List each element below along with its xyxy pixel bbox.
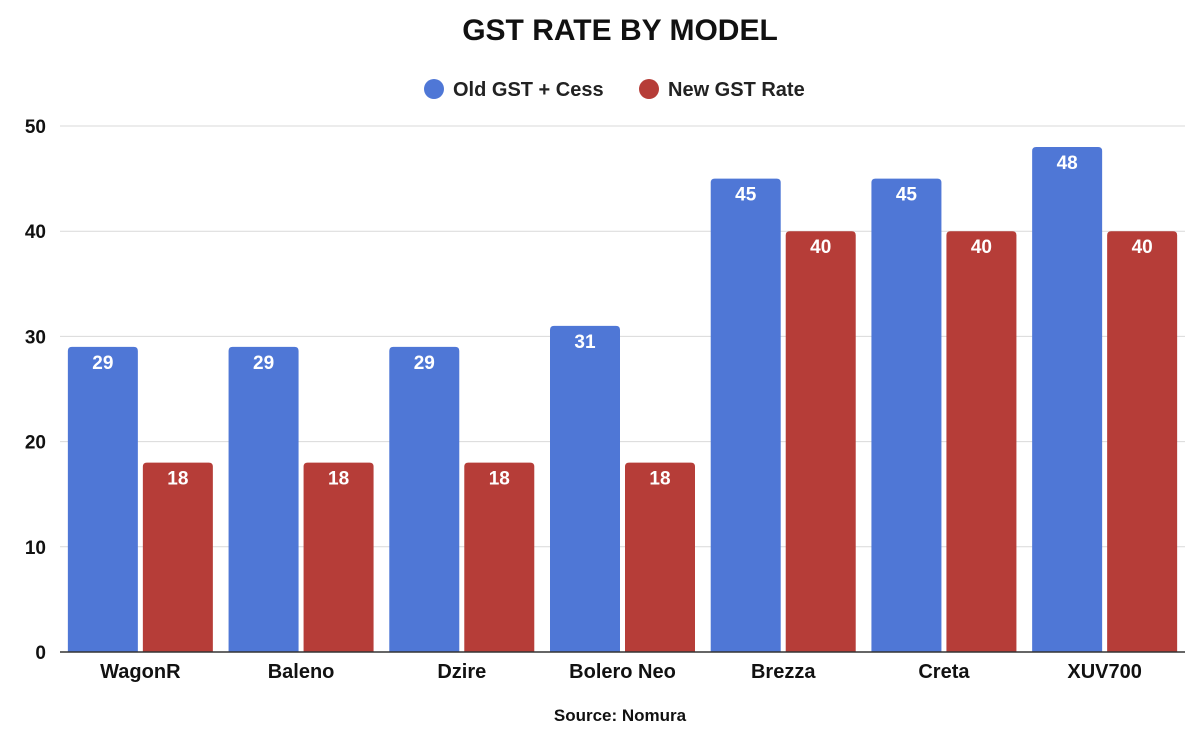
y-tick-label: 10 — [25, 538, 46, 559]
x-category-label: WagonR — [100, 661, 181, 683]
y-tick-label: 30 — [25, 327, 46, 348]
bar-new-creta — [946, 231, 1017, 652]
bar-new-bolero-neo — [625, 462, 695, 652]
bar-new-wagonr — [142, 462, 213, 652]
x-category-label: Bolero Neo — [569, 661, 676, 683]
y-tick-label: 0 — [35, 643, 46, 664]
y-axis-ticks: 0 10 20 30 40 50 — [25, 117, 46, 664]
x-category-label: Creta — [918, 661, 970, 683]
source-note: Source: Nomura — [554, 706, 687, 725]
bar-old-bolero-neo — [550, 325, 620, 652]
y-tick-label: 20 — [25, 433, 46, 454]
bar-value-label: 40 — [810, 237, 831, 258]
legend-label-new: New GST Rate — [668, 79, 805, 101]
x-axis-categories: WagonR Baleno Dzire Bolero Neo Brezza Creta XU… — [100, 661, 1142, 683]
bar-new-baleno — [303, 462, 374, 652]
bar-old-brezza — [710, 178, 781, 652]
bar-value-label: 18 — [328, 469, 349, 490]
y-tick-label: 50 — [25, 117, 46, 138]
bar-value-labels: 29 18 29 18 29 18 31 18 45 40 45 40 48 40 — [92, 153, 1152, 490]
bar-value-label: 45 — [896, 185, 918, 206]
x-category-label: Brezza — [751, 661, 816, 683]
bar-value-label: 29 — [253, 353, 274, 374]
bar-value-label: 18 — [167, 469, 188, 490]
legend-label-old: Old GST + Cess — [453, 79, 604, 101]
bars — [67, 147, 1178, 653]
bar-old-baleno — [228, 346, 299, 652]
x-category-label: Dzire — [437, 661, 486, 683]
chart-title: GST RATE BY MODEL — [462, 14, 778, 47]
bar-value-label: 29 — [92, 353, 113, 374]
bar-old-wagonr — [67, 346, 138, 652]
legend: Old GST + Cess New GST Rate — [424, 79, 805, 101]
bar-new-brezza — [785, 231, 856, 652]
bar-old-xuv700 — [1032, 147, 1103, 653]
bar-value-label: 29 — [414, 353, 435, 374]
bar-old-dzire — [389, 346, 460, 652]
bar-old-creta — [871, 178, 942, 652]
bar-value-label: 48 — [1057, 153, 1078, 174]
y-tick-label: 40 — [25, 222, 46, 243]
x-category-label: Baleno — [268, 661, 335, 683]
bar-value-label: 18 — [489, 469, 510, 490]
bar-new-xuv700 — [1107, 231, 1178, 652]
bar-value-label: 45 — [735, 185, 757, 206]
bar-new-dzire — [464, 462, 535, 652]
legend-swatch-old — [424, 79, 444, 99]
x-category-label: XUV700 — [1067, 661, 1142, 683]
legend-swatch-new — [639, 79, 659, 99]
bar-value-label: 31 — [574, 332, 596, 353]
bar-value-label: 40 — [971, 237, 992, 258]
bar-value-label: 18 — [649, 469, 670, 490]
bar-value-label: 40 — [1132, 237, 1153, 258]
